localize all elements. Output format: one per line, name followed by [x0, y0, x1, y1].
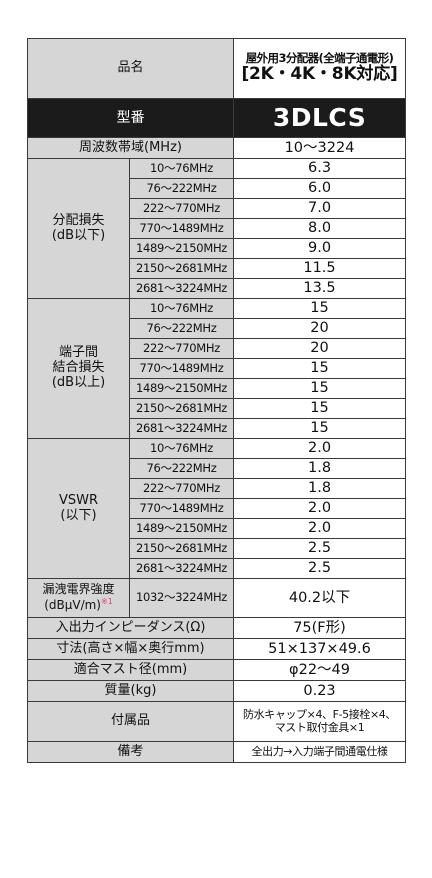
value-cell: 9.0	[233, 238, 407, 259]
leakage-label: 漏洩電界強度 (dBμV/m)※1	[27, 578, 130, 618]
value-cell: 2.5	[233, 538, 407, 559]
freq-cell: 76〜222MHz	[128, 178, 235, 199]
note-mark: ※1	[101, 597, 113, 606]
value-cell: 1.8	[233, 478, 407, 499]
freq-range-label: 周波数帯域(MHz)	[26, 137, 235, 159]
accessories-value: 防水キャップ×4、F-5接栓×4、 マスト取付金具×1	[233, 701, 407, 742]
accessories-label: 付属品	[26, 701, 235, 742]
product-name-line1: 屋外用3分配器(全端子通電形)	[245, 51, 394, 66]
value-cell: 11.5	[233, 258, 407, 279]
product-name-line2: [2K・4K・8K対応]	[241, 64, 398, 85]
impedance-value: 75(F形)	[233, 617, 407, 639]
value-cell: 7.0	[233, 198, 407, 219]
value-cell: 15	[233, 358, 407, 379]
value-cell: 2.0	[233, 518, 407, 539]
value-cell: 15	[233, 418, 407, 439]
mast-label: 適合マスト径(mm)	[26, 659, 235, 681]
freq-cell: 10〜76MHz	[128, 298, 235, 319]
dimensions-label: 寸法(高さ×幅×奥行mm)	[26, 638, 235, 660]
freq-cell: 10〜76MHz	[128, 438, 235, 459]
impedance-label: 入出力インピーダンス(Ω)	[26, 617, 235, 639]
freq-cell: 222〜770MHz	[128, 338, 235, 359]
freq-cell: 1489〜2150MHz	[128, 238, 235, 259]
value-cell: 20	[233, 338, 407, 359]
freq-cell: 2681〜3224MHz	[128, 418, 235, 439]
mast-value: φ22〜49	[233, 659, 407, 681]
remarks-value: 全出力→入力端子間通電仕様	[233, 741, 407, 763]
value-cell: 15	[233, 298, 407, 319]
isolation-label: 端子間 結合損失 (dB以上)	[27, 298, 130, 439]
vswr-label: VSWR (以下)	[27, 438, 130, 579]
freq-cell: 1489〜2150MHz	[128, 378, 235, 399]
value-cell: 13.5	[233, 278, 407, 299]
freq-cell: 770〜1489MHz	[128, 218, 235, 239]
freq-cell: 2681〜3224MHz	[128, 558, 235, 579]
freq-cell: 1489〜2150MHz	[128, 518, 235, 539]
value-cell: 15	[233, 378, 407, 399]
freq-cell: 76〜222MHz	[128, 458, 235, 479]
value-cell: 6.3	[233, 158, 407, 179]
product-name-label: 品名	[26, 38, 235, 99]
value-cell: 2.0	[233, 438, 407, 459]
product-name-value: 屋外用3分配器(全端子通電形) [2K・4K・8K対応]	[233, 38, 407, 99]
dimensions-value: 51×137×49.6	[233, 638, 407, 660]
mass-value: 0.23	[233, 680, 407, 702]
value-cell: 20	[233, 318, 407, 339]
value-cell: 15	[233, 398, 407, 419]
spec-table: 品名 屋外用3分配器(全端子通電形) [2K・4K・8K対応] 型番 3DLCS…	[26, 38, 407, 763]
value-cell: 2.0	[233, 498, 407, 519]
value-cell: 6.0	[233, 178, 407, 199]
remarks-label: 備考	[26, 741, 235, 763]
freq-cell: 2150〜2681MHz	[128, 398, 235, 419]
freq-cell: 2150〜2681MHz	[128, 538, 235, 559]
freq-cell: 222〜770MHz	[128, 198, 235, 219]
mass-label: 質量(kg)	[26, 680, 235, 702]
freq-range-value: 10〜3224	[233, 137, 407, 159]
freq-cell: 222〜770MHz	[128, 478, 235, 499]
model-value: 3DLCS	[233, 98, 407, 138]
value-cell: 1.8	[233, 458, 407, 479]
leakage-freq: 1032〜3224MHz	[128, 578, 235, 618]
model-label: 型番	[26, 98, 235, 138]
freq-cell: 770〜1489MHz	[128, 498, 235, 519]
freq-cell: 2150〜2681MHz	[128, 258, 235, 279]
leakage-value: 40.2以下	[233, 578, 407, 618]
freq-cell: 2681〜3224MHz	[128, 278, 235, 299]
distribution-loss-label: 分配損失 (dB以下)	[27, 158, 130, 299]
value-cell: 8.0	[233, 218, 407, 239]
freq-cell: 76〜222MHz	[128, 318, 235, 339]
value-cell: 2.5	[233, 558, 407, 579]
freq-cell: 10〜76MHz	[128, 158, 235, 179]
freq-cell: 770〜1489MHz	[128, 358, 235, 379]
